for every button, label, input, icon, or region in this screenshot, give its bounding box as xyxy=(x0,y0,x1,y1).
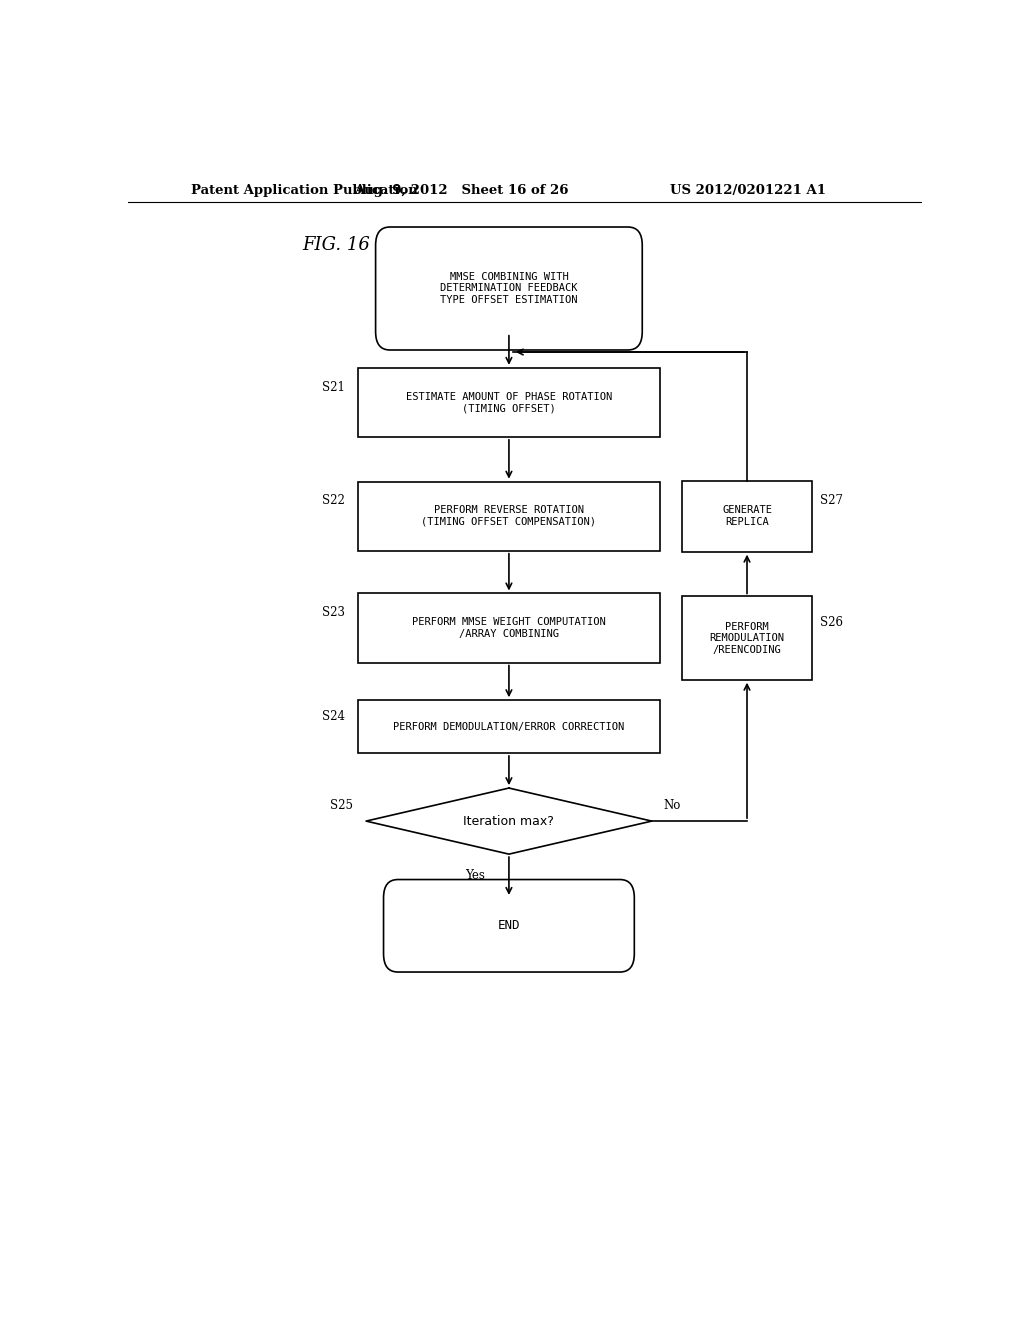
Text: MMSE COMBINING WITH
DETERMINATION FEEDBACK
TYPE OFFSET ESTIMATION: MMSE COMBINING WITH DETERMINATION FEEDBA… xyxy=(440,272,578,305)
Text: PERFORM MMSE WEIGHT COMPUTATION
/ARRAY COMBINING: PERFORM MMSE WEIGHT COMPUTATION /ARRAY C… xyxy=(412,618,606,639)
Text: ESTIMATE AMOUNT OF PHASE ROTATION
(TIMING OFFSET): ESTIMATE AMOUNT OF PHASE ROTATION (TIMIN… xyxy=(406,392,612,413)
Bar xyxy=(682,480,812,552)
Text: GENERATE
REPLICA: GENERATE REPLICA xyxy=(722,506,772,527)
Text: Patent Application Publication: Patent Application Publication xyxy=(191,185,418,198)
Text: S25: S25 xyxy=(331,800,353,812)
Bar xyxy=(358,368,659,437)
Text: Iteration max?: Iteration max? xyxy=(464,814,554,828)
FancyBboxPatch shape xyxy=(384,879,634,972)
Text: S23: S23 xyxy=(323,606,345,619)
Text: S27: S27 xyxy=(820,495,844,507)
Bar xyxy=(358,700,659,752)
Text: FIG. 16: FIG. 16 xyxy=(303,236,371,253)
Bar xyxy=(682,597,812,680)
Text: Yes: Yes xyxy=(465,870,485,883)
Text: PERFORM REVERSE ROTATION
(TIMING OFFSET COMPENSATION): PERFORM REVERSE ROTATION (TIMING OFFSET … xyxy=(422,506,596,527)
Text: S22: S22 xyxy=(323,495,345,507)
Text: PERFORM DEMODULATION/ERROR CORRECTION: PERFORM DEMODULATION/ERROR CORRECTION xyxy=(393,722,625,731)
Bar xyxy=(358,594,659,663)
Text: S26: S26 xyxy=(820,616,844,630)
Text: PERFORM
REMODULATION
/REENCODING: PERFORM REMODULATION /REENCODING xyxy=(710,622,784,655)
Bar xyxy=(358,482,659,550)
Text: No: No xyxy=(664,800,681,812)
Text: US 2012/0201221 A1: US 2012/0201221 A1 xyxy=(671,185,826,198)
Polygon shape xyxy=(367,788,651,854)
Text: S24: S24 xyxy=(323,710,345,723)
Text: Aug. 9, 2012   Sheet 16 of 26: Aug. 9, 2012 Sheet 16 of 26 xyxy=(354,185,568,198)
FancyBboxPatch shape xyxy=(376,227,642,350)
Text: END: END xyxy=(498,919,520,932)
Text: S21: S21 xyxy=(323,380,345,393)
